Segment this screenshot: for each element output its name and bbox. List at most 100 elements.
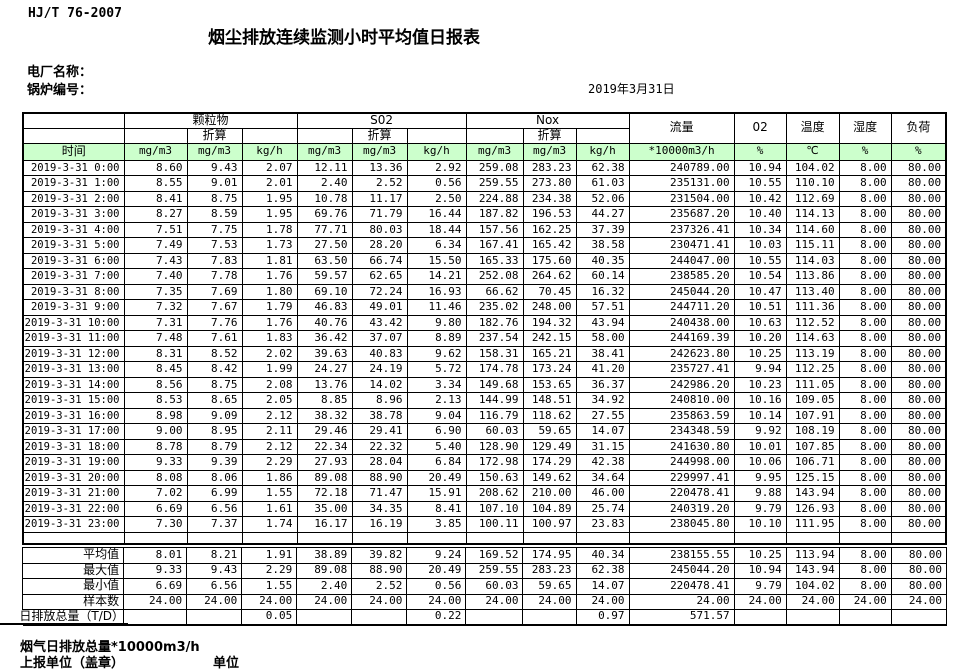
data-cell: 7.30 <box>123 516 188 533</box>
table-row: 2019-3-31 15:00 8.53 8.65 2.05 8.85 8.96 2.13 1… <box>22 392 947 409</box>
data-cell: 259.55 <box>465 175 524 192</box>
data-cell: 235727.41 <box>628 361 735 378</box>
data-cell: 80.00 <box>890 376 947 394</box>
summary-cell: 1.55 <box>241 578 298 595</box>
data-cell: 100.11 <box>465 516 524 533</box>
summary-cell: 6.69 <box>123 578 188 595</box>
data-cell: 80.00 <box>890 221 947 239</box>
summary-cell: 9.43 <box>186 562 243 579</box>
unit-row: 时间 mg/m3 mg/m3 kg/h mg/m3 mg/m3 kg/h mg/m3 mg/m3… <box>22 142 947 161</box>
summary-cell: 88.90 <box>351 562 408 579</box>
data-cell: 13.36 <box>351 159 408 177</box>
daily-total-cell <box>785 609 840 626</box>
summary-cell: 24.00 <box>522 593 577 610</box>
table-row: 2019-3-31 20:00 8.08 8.06 1.86 89.08 88.90 20.… <box>22 469 947 487</box>
data-cell: 208.62 <box>465 485 524 502</box>
boiler-no-label: 锅炉编号： <box>27 83 93 98</box>
data-cell: 2.08 <box>241 376 298 394</box>
data-cell: 8.31 <box>123 345 188 363</box>
summary-cell: 10.25 <box>733 547 787 564</box>
daily-total-cell: 0.97 <box>575 609 630 626</box>
unit-cell: mg/m3 <box>186 142 243 161</box>
data-cell: 9.80 <box>406 314 467 332</box>
table-row: 2019-3-31 2:00 8.41 8.75 1.95 10.78 11.17 2.50… <box>22 190 947 208</box>
data-cell: 10.06 <box>733 454 787 471</box>
data-cell: 20.49 <box>406 469 467 487</box>
data-cell: 61.03 <box>575 175 630 192</box>
data-cell: 14.02 <box>351 376 408 394</box>
data-cell: 63.50 <box>296 252 353 270</box>
data-cell: 10.01 <box>733 438 787 456</box>
data-cell: 240810.00 <box>628 392 735 409</box>
data-cell: 71.79 <box>351 206 408 223</box>
summary-row: 最大值 9.33 9.43 2.29 89.08 88.90 20.49 259.55 283.… <box>21 562 948 579</box>
data-cell: 259.08 <box>465 159 524 177</box>
table-row: 2019-3-31 6:00 7.43 7.83 1.81 63.50 66.74 15.5… <box>22 252 947 270</box>
table-row: 2019-3-31 21:00 7.02 6.99 1.55 72.18 71.47 15.… <box>22 485 947 502</box>
data-cell: 224.88 <box>465 190 524 208</box>
blank-cell <box>890 531 947 545</box>
data-cell: 5.40 <box>406 438 467 456</box>
header-row-converted: 折算 折算 折算 <box>22 127 946 144</box>
data-cell: 153.65 <box>522 376 577 394</box>
summary-cell: 143.94 <box>785 562 840 579</box>
data-cell: 2.92 <box>406 159 467 177</box>
header-row-groups: 颗粒物 S02 Nox 流量 02 温度 湿度 负荷 <box>22 112 947 144</box>
blank-cell <box>123 531 188 545</box>
data-cell: 9.43 <box>186 159 243 177</box>
data-cell: 8.00 <box>838 376 892 394</box>
data-cell: 46.00 <box>575 485 630 502</box>
time-cell: 2019-3-31 4:00 <box>22 221 125 239</box>
data-cell: 210.00 <box>522 485 577 502</box>
data-cell: 8.00 <box>838 423 892 440</box>
data-cell: 235687.20 <box>628 206 735 223</box>
data-cell: 235131.00 <box>628 175 735 192</box>
data-cell: 174.78 <box>465 361 524 378</box>
empty-header-cell <box>465 127 524 144</box>
data-cell: 18.44 <box>406 221 467 239</box>
data-cell: 44.27 <box>575 206 630 223</box>
data-cell: 80.00 <box>890 314 947 332</box>
data-cell: 9.62 <box>406 345 467 363</box>
data-cell: 69.10 <box>296 283 353 301</box>
data-cell: 80.00 <box>890 159 947 177</box>
data-cell: 60.14 <box>575 268 630 285</box>
group-header: 颗粒物 <box>123 112 298 129</box>
time-cell: 2019-3-31 11:00 <box>22 330 125 347</box>
data-cell: 111.95 <box>785 516 840 533</box>
hourly-average-table: 颗粒物 S02 Nox 流量 02 温度 湿度 负荷 折算 折算 折算 时间 mg/m3 mg/m3 kg/… <box>22 112 948 546</box>
data-cell: 80.00 <box>890 252 947 270</box>
empty-header-cell <box>241 127 298 144</box>
data-cell: 66.74 <box>351 252 408 270</box>
data-cell: 158.31 <box>465 345 524 363</box>
unit-cell: mg/m3 <box>522 142 577 161</box>
converted-header: 折算 <box>186 127 243 144</box>
summary-cell: 60.03 <box>465 578 524 595</box>
summary-cell: 80.00 <box>890 578 948 595</box>
column-header: 温度 <box>785 112 840 144</box>
summary-cell: 20.49 <box>406 562 467 579</box>
data-cell: 8.00 <box>838 159 892 177</box>
summary-cell: 14.07 <box>575 578 630 595</box>
blank-cell <box>522 531 577 545</box>
blank-cell <box>186 531 243 545</box>
unit-cell: mg/m3 <box>351 142 408 161</box>
data-cell: 7.02 <box>123 485 188 502</box>
table-row: 2019-3-31 17:00 9.00 8.95 2.11 29.46 29.41 6.9… <box>22 423 947 440</box>
time-cell: 2019-3-31 21:00 <box>22 485 125 502</box>
data-cell: 7.35 <box>123 283 188 301</box>
data-cell: 112.52 <box>785 314 840 332</box>
data-cell: 244711.20 <box>628 299 735 316</box>
page-title: 烟尘排放连续监测小时平均值日报表 <box>208 28 480 48</box>
summary-cell: 8.00 <box>838 547 892 564</box>
time-cell: 2019-3-31 22:00 <box>22 500 125 518</box>
data-cell: 242623.80 <box>628 345 735 363</box>
data-cell: 240319.20 <box>628 500 735 518</box>
data-cell: 80.00 <box>890 485 947 502</box>
data-cell: 62.38 <box>575 159 630 177</box>
summary-cell: 24.00 <box>628 593 735 610</box>
data-cell: 8.78 <box>123 438 188 456</box>
table-row: 2019-3-31 14:00 8.56 8.75 2.08 13.76 14.02 3.3… <box>22 376 947 394</box>
blank-cell <box>22 531 125 545</box>
summary-cell: 24.00 <box>890 593 948 610</box>
